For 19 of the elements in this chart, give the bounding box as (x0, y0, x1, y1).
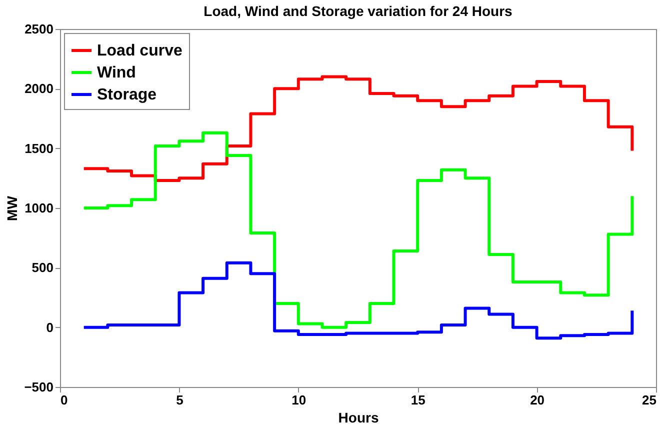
y-tick-label: 2000 (24, 81, 54, 96)
chart-title: Load, Wind and Storage variation for 24 Hours (204, 3, 513, 19)
x-axis-title: Hours (338, 410, 379, 426)
y-tick-label: 1000 (24, 200, 54, 216)
y-tick-label: 2500 (24, 22, 54, 36)
x-tick-label: 10 (292, 392, 306, 408)
y-tick-label: 500 (32, 260, 54, 276)
y-tick-label: −500 (24, 380, 54, 394)
y-axis-title: MW (4, 195, 20, 221)
x-tick-label: 20 (530, 392, 545, 408)
y-tick-label: 0 (46, 320, 54, 335)
x-tick-label: 5 (176, 392, 184, 408)
legend-label: Load curve (97, 42, 182, 60)
x-tick-label: 25 (642, 392, 656, 408)
legend-label: Storage (97, 86, 157, 104)
legend-label: Wind (97, 64, 136, 82)
y-tick-label: 1500 (24, 140, 54, 156)
x-tick-label: 15 (410, 392, 426, 408)
x-tick-label: 0 (60, 392, 68, 408)
